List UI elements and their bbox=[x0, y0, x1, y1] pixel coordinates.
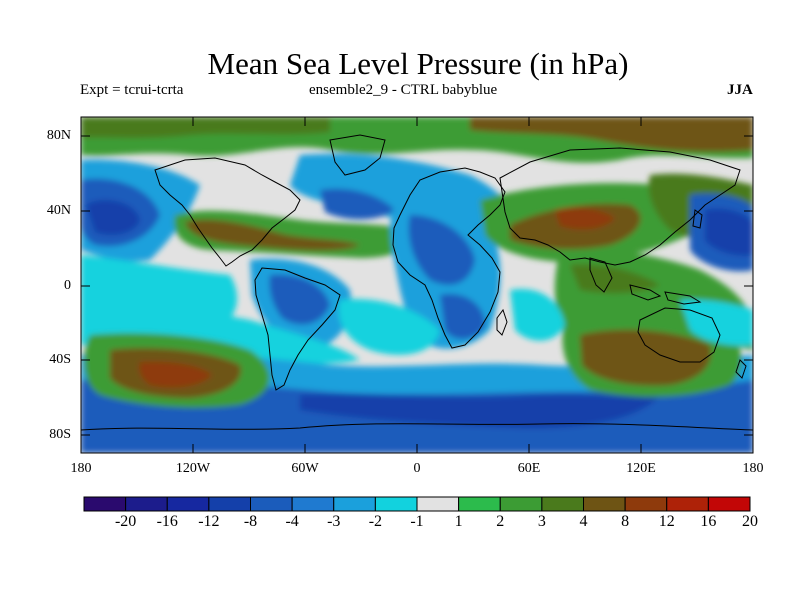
lat-label-40s: 40S bbox=[49, 352, 71, 367]
lon-label-120w: 120W bbox=[175, 461, 211, 476]
experiment-label: Expt = tcrui-tcrta bbox=[80, 82, 184, 98]
colorbar-label: 4 bbox=[579, 513, 588, 530]
colorbar-swatch bbox=[83, 496, 127, 512]
season-label: JJA bbox=[727, 82, 753, 98]
colorbar-swatch bbox=[125, 496, 168, 512]
lon-label-180e: 180 bbox=[742, 461, 764, 476]
colorbar-swatch bbox=[499, 496, 543, 512]
coastlines bbox=[81, 134, 753, 431]
lon-label-60e: 60E bbox=[517, 461, 541, 476]
colorbar-label: -3 bbox=[327, 513, 341, 530]
lat-label-40n: 40N bbox=[46, 203, 71, 218]
colorbar-label: -1 bbox=[410, 513, 424, 530]
lat-label-80n: 80N bbox=[46, 128, 71, 143]
colorbar-label: -4 bbox=[285, 513, 299, 530]
colorbar-swatch bbox=[541, 496, 584, 512]
colorbar-swatch bbox=[166, 496, 210, 512]
colorbar-swatch bbox=[707, 496, 751, 512]
colorbar-label: 1 bbox=[454, 513, 463, 530]
colorbar-swatch bbox=[250, 496, 293, 512]
colorbar-swatch bbox=[374, 496, 418, 512]
colorbar-label: 2 bbox=[496, 513, 505, 530]
map-title: Mean Sea Level Pressure (in hPa) bbox=[207, 46, 629, 81]
lon-label-180w: 180 bbox=[70, 461, 92, 476]
colorbar-swatch bbox=[458, 496, 501, 512]
map-field bbox=[81, 117, 753, 453]
colorbar-label: 3 bbox=[537, 513, 546, 530]
colorbar-label: 16 bbox=[700, 513, 717, 530]
lat-ticks bbox=[81, 135, 753, 436]
colorbar-label: -2 bbox=[368, 513, 383, 530]
colorbar-swatch bbox=[333, 496, 376, 512]
colorbar-label: 12 bbox=[658, 513, 675, 530]
colorbar-swatch bbox=[208, 496, 251, 512]
lon-label-60w: 60W bbox=[291, 461, 319, 476]
colorbar-swatch bbox=[291, 496, 335, 512]
colorbar-swatch bbox=[583, 496, 626, 512]
colorbar-label: 8 bbox=[621, 513, 630, 530]
ensemble-label: ensemble2_9 - CTRL babyblue bbox=[309, 82, 498, 98]
colorbar-label: -12 bbox=[198, 513, 220, 530]
colorbar-label: 20 bbox=[742, 513, 758, 530]
colorbar-swatch bbox=[666, 496, 709, 512]
colorbar-label: -20 bbox=[114, 513, 137, 530]
colorbar-label: -8 bbox=[243, 513, 258, 530]
lon-ticks bbox=[192, 117, 642, 453]
lon-label-0: 0 bbox=[413, 461, 421, 476]
colorbar-swatch bbox=[416, 496, 460, 512]
lon-label-120e: 120E bbox=[626, 461, 656, 476]
colorbar-swatch bbox=[624, 496, 668, 512]
lat-label-0: 0 bbox=[64, 278, 71, 293]
colorbar-label: -16 bbox=[156, 513, 178, 530]
lat-label-80s: 80S bbox=[49, 427, 71, 442]
